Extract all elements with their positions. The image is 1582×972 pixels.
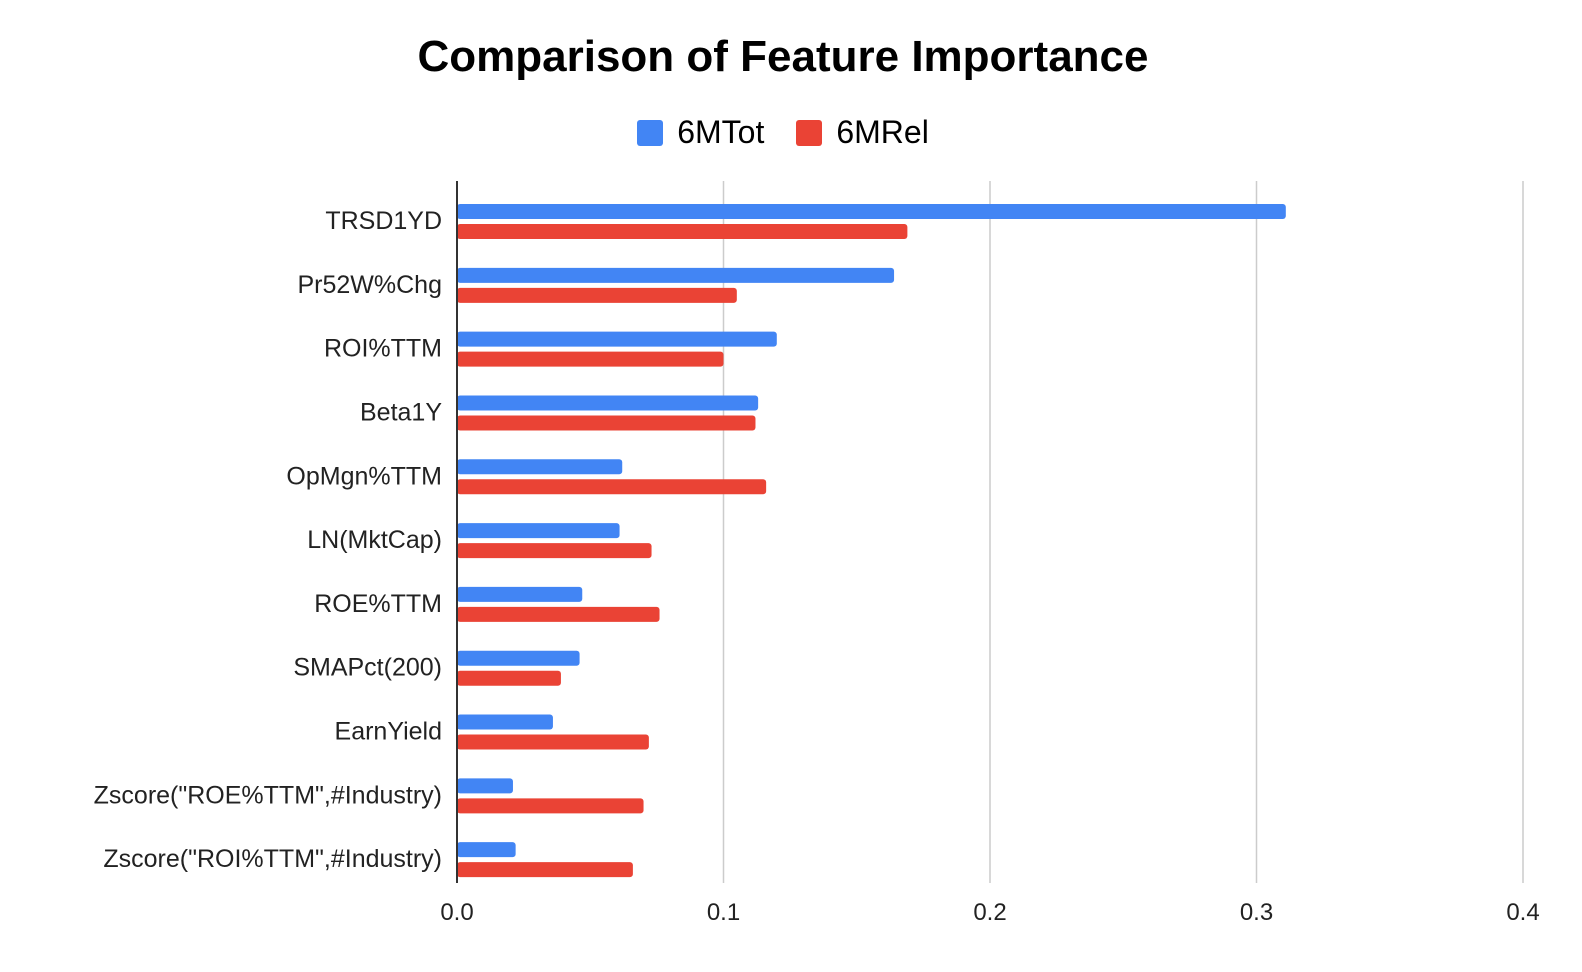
x-tick-label: 0.4	[1506, 899, 1539, 926]
bar-group-zscore-roe-ttm-industry	[457, 778, 644, 814]
bar-6mtot-opmgn-ttm[interactable]	[457, 459, 623, 475]
bars	[457, 204, 1286, 878]
bar-6mrel-roi-ttm[interactable]	[457, 351, 724, 367]
bar-group-roi-ttm	[457, 331, 777, 367]
bar-group-trsd1yd	[457, 204, 1286, 239]
bar-group-opmgn-ttm	[457, 459, 767, 495]
legend-swatch-6mrel	[796, 119, 823, 146]
y-category-label: Zscore("ROE%TTM",#Industry)	[94, 781, 442, 809]
legend-label-6mtot: 6MTot	[677, 114, 765, 150]
bar-6mtot-pr52w-chg[interactable]	[457, 267, 895, 283]
legend: 6MTot 6MRel	[0, 114, 1566, 151]
bar-group-zscore-roi-ttm-industry	[457, 842, 633, 878]
bar-6mrel-pr52w-chg[interactable]	[457, 287, 737, 303]
bar-group-smapct-200	[457, 650, 580, 686]
bar-6mrel-zscore-roi-ttm-industry[interactable]	[457, 862, 633, 878]
y-category-label: OpMgn%TTM	[286, 462, 442, 490]
legend-item-6mrel[interactable]: 6MRel	[796, 114, 929, 151]
bar-group-pr52w-chg	[457, 267, 895, 303]
y-category-label: Pr52W%Chg	[298, 271, 443, 299]
legend-label-6mrel: 6MRel	[836, 114, 929, 150]
y-category-label: LN(MktCap)	[307, 526, 442, 554]
x-tick-label: 0.0	[440, 899, 473, 926]
bar-6mrel-zscore-roe-ttm-industry[interactable]	[457, 798, 644, 814]
bar-6mrel-opmgn-ttm[interactable]	[457, 479, 767, 495]
y-axis-labels: TRSD1YD Pr52W%Chg ROI%TTM Beta1Y OpMgn%TTM LN…	[94, 207, 443, 873]
y-category-label: EarnYield	[335, 718, 442, 746]
bar-6mtot-beta1y[interactable]	[457, 395, 759, 411]
bar-6mrel-ln-mktcap[interactable]	[457, 543, 652, 559]
bar-6mtot-ln-mktcap[interactable]	[457, 523, 620, 539]
bar-6mtot-zscore-roi-ttm-industry[interactable]	[457, 842, 516, 858]
bar-6mrel-trsd1yd[interactable]	[457, 224, 908, 239]
y-category-label: SMAPct(200)	[293, 654, 442, 682]
bar-group-beta1y	[457, 395, 759, 431]
y-category-label: ROI%TTM	[324, 335, 442, 363]
legend-item-6mtot[interactable]: 6MTot	[637, 114, 764, 151]
bar-group-earnyield	[457, 714, 649, 750]
bar-6mrel-smapct-200[interactable]	[457, 670, 561, 686]
bar-6mrel-earnyield[interactable]	[457, 734, 649, 750]
gridlines	[722, 181, 1524, 883]
chart-title: Comparison of Feature Importance	[417, 32, 1149, 81]
x-tick-label: 0.2	[973, 899, 1006, 926]
y-category-label: Zscore("ROI%TTM",#Industry)	[103, 845, 442, 873]
y-category-label: TRSD1YD	[325, 207, 442, 235]
x-tick-label: 0.3	[1240, 899, 1273, 926]
x-axis-labels: 0.0 0.1 0.2 0.3 0.4	[440, 899, 1539, 926]
x-tick-label: 0.1	[707, 899, 740, 926]
bar-6mrel-roe-ttm[interactable]	[457, 606, 660, 622]
bar-6mtot-smapct-200[interactable]	[457, 650, 580, 666]
bar-6mtot-zscore-roe-ttm-industry[interactable]	[457, 778, 513, 794]
y-category-label: ROE%TTM	[314, 590, 442, 618]
bar-group-ln-mktcap	[457, 523, 652, 559]
bar-6mtot-earnyield[interactable]	[457, 714, 553, 730]
bar-6mtot-roi-ttm[interactable]	[457, 331, 777, 347]
bar-6mrel-beta1y[interactable]	[457, 415, 756, 431]
bar-6mtot-roe-ttm[interactable]	[457, 586, 583, 602]
bar-6mtot-trsd1yd[interactable]	[457, 204, 1286, 219]
bar-group-roe-ttm	[457, 586, 660, 622]
legend-swatch-6mtot	[637, 119, 664, 146]
y-category-label: Beta1Y	[360, 398, 442, 426]
